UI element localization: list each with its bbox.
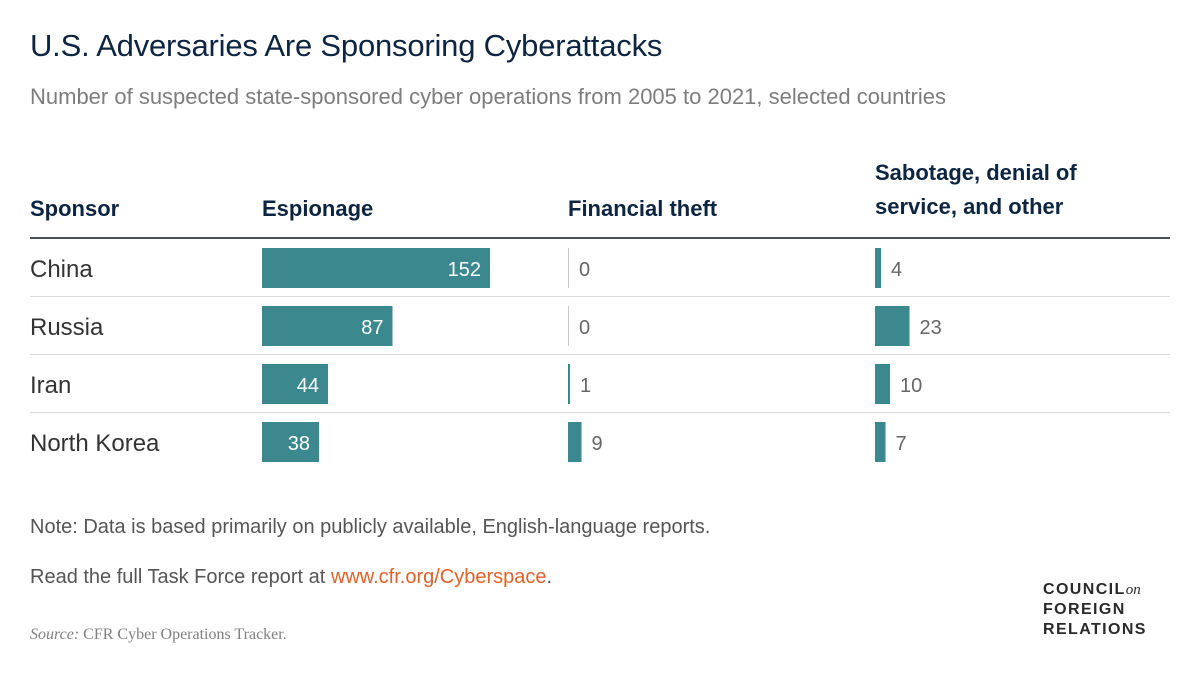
row-divider (30, 354, 1170, 355)
bar-financial-theft-china (568, 248, 569, 288)
data-label-espionage: 44 (297, 375, 319, 397)
row-label-russia: Russia (30, 314, 104, 341)
header-financial-theft: Financial theft (568, 196, 718, 221)
data-label-sabotage: 10 (900, 375, 922, 397)
logo-foreign: FOREIGN (1043, 601, 1126, 618)
row-label-china: China (30, 256, 93, 283)
data-label-financial-theft: 0 (579, 317, 590, 339)
bar-espionage-russia (262, 306, 393, 346)
bar-financial-theft-russia (568, 306, 569, 346)
data-label-espionage: 87 (361, 317, 383, 339)
data-label-financial-theft: 1 (580, 375, 591, 397)
bar-espionage-china (262, 248, 490, 288)
data-label-sabotage: 23 (920, 317, 942, 339)
header-sabotage-line2: service, and other (875, 194, 1064, 219)
bar-financial-theft-iran (568, 364, 570, 404)
logo-relations: RELATIONS (1043, 621, 1147, 638)
data-label-sabotage: 7 (896, 433, 907, 455)
header-espionage: Espionage (262, 196, 374, 221)
row-label-iran: Iran (30, 372, 72, 399)
read-more-suffix: . (546, 566, 553, 588)
chart-subtitle: Number of suspected state-sponsored cybe… (30, 84, 946, 109)
header-sabotage: Sabotage, denial of service, and other (875, 156, 1077, 224)
logo-on: on (1125, 582, 1141, 598)
header-rule (30, 237, 1170, 239)
data-label-sabotage: 4 (891, 259, 902, 281)
bar-financial-theft-north-korea (568, 422, 582, 462)
read-more-text: Read the full Task Force report at (30, 566, 331, 588)
bar-sabotage-china (875, 248, 881, 288)
data-label-financial-theft: 9 (592, 433, 603, 455)
bar-sabotage-north-korea (875, 422, 886, 462)
bar-espionage-north-korea (262, 422, 319, 462)
source: Source: CFR Cyber Operations Tracker. (30, 626, 287, 644)
row-divider (30, 296, 1170, 297)
bar-sabotage-iran (875, 364, 890, 404)
header-sabotage-line1: Sabotage, denial of (875, 160, 1077, 185)
data-label-financial-theft: 0 (579, 259, 590, 281)
read-more: Read the full Task Force report at www.c… (30, 566, 552, 589)
logo-council: COUNCIL (1043, 581, 1126, 598)
cfr-logo: COUNCILon FOREIGN RELATIONS (1043, 580, 1173, 640)
source-text: CFR Cyber Operations Tracker. (79, 626, 287, 643)
bar-espionage-iran (262, 364, 328, 404)
note: Note: Data is based primarily on publicl… (30, 516, 711, 538)
row-label-north-korea: North Korea (30, 430, 160, 457)
source-label: Source: (30, 626, 80, 643)
data-label-espionage: 38 (288, 433, 310, 455)
chart-title: U.S. Adversaries Are Sponsoring Cyberatt… (30, 28, 663, 63)
bar-sabotage-russia (875, 306, 910, 346)
data-label-espionage: 152 (448, 259, 481, 281)
report-link[interactable]: www.cfr.org/Cyberspace (330, 566, 547, 588)
header-sponsor: Sponsor (30, 196, 120, 221)
row-divider (30, 412, 1170, 413)
